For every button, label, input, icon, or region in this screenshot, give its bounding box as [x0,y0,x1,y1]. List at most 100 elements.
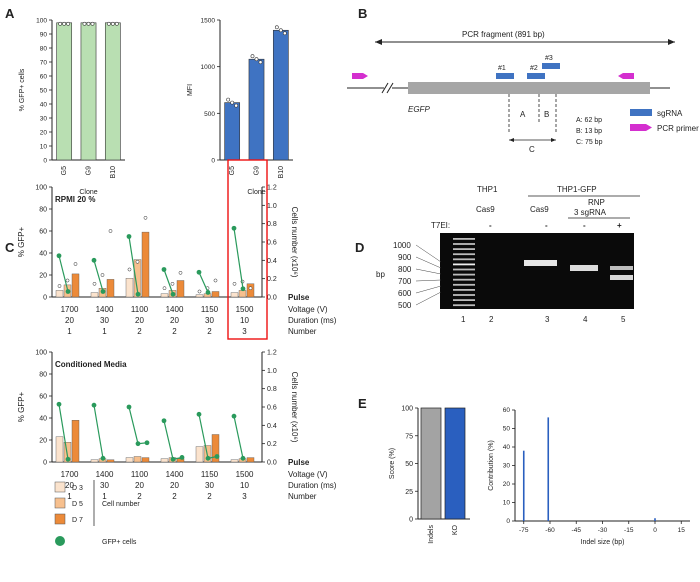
c0-row-label-2: Number [288,327,317,336]
c0-duration-2: 20 [135,316,144,325]
c0-gfp-point-3-1 [170,291,176,297]
c1-bar-5-2 [246,457,255,463]
e-score-xtick-0: Indels [428,525,435,544]
c0-pulse: Pulse [288,293,310,302]
c1-bar-2-1 [133,456,142,463]
ladder-pointer-600 [415,285,442,294]
e-contrib-ytick-label-4: 40 [503,444,511,451]
c0-gfp-point-5-1 [240,286,246,292]
ladder-band-3 [453,253,475,256]
c1-gfp-point-4-2 [214,454,220,459]
c0-duration-1: 30 [100,316,109,325]
c0-voltage-4: 1150 [201,305,219,314]
c0-rtick-label-3: 0.6 [267,240,277,247]
c1-gfp-point-4-1 [205,455,211,461]
c1-gfp-point-5-0 [231,413,237,419]
a1-xtick-1: G9 [254,166,261,175]
c0-bar-0-0 [55,290,64,298]
a1-dot-2-0 [274,25,279,30]
c0-gfp-point-3-0 [161,267,167,272]
c1-bar-1-2 [106,459,115,463]
size-b: B: 13 bp [576,128,602,135]
c1-voltage-0: 1700 [61,470,79,479]
c0-rtick-label-1: 0.2 [267,276,277,283]
a0-ytick-label-8: 80 [40,46,48,53]
a1-xtick-0: G5 [229,166,236,175]
c0-gfp-line-5 [233,228,244,289]
c1-voltage-5: 1500 [236,470,254,479]
c1-number-2: 2 [137,492,142,501]
e-contrib-bar-2 [654,518,656,521]
c1-gfp-point-1-1 [100,455,106,461]
legend-d3: D 3 [72,485,83,492]
c0-voltage-2: 1100 [131,305,149,314]
a0-ytick-label-5: 50 [40,88,48,95]
c0-number-5: 3 [242,327,247,336]
c1-rtick-label-3: 0.6 [267,405,277,412]
ladder-label-900: 900 [398,253,412,262]
c1-voltage-1: 1400 [96,470,114,479]
e-score-ytick-label-0: 0 [409,517,413,524]
a1-xtick-2: B10 [278,166,285,179]
c0-duration-0: 20 [65,316,74,325]
c1-gfp-point-2-0 [126,404,132,410]
c1-duration-2: 20 [135,481,144,490]
c1-gfp-point-4-0 [196,411,202,417]
c1-rtick-label-2: 0.4 [267,423,277,430]
c0-number-0: 1 [67,327,72,336]
e-contrib-xtick-label-6: 15 [678,527,686,534]
a0-dot-0-2 [66,21,71,26]
c1-gfp-point-3-2 [179,455,185,460]
c0-gfp-point-4-1 [205,290,211,295]
e-contrib-xlabel: Indel size (bp) [581,539,625,546]
c0-dot-3-1 [170,281,175,286]
legend-gfp: GFP+ cells [102,539,137,546]
c0-voltage-5: 1500 [236,305,254,314]
a0-dot-2-1 [110,21,115,26]
legend-sgrna-label: sgRNA [657,109,683,118]
distance-c-arrowhead-left [509,138,514,142]
ladder-band-7 [453,273,475,276]
ladder-band-0 [453,238,475,240]
lane-4: 4 [583,315,588,324]
c0-dot-5-2 [248,286,253,291]
a0-bar-1 [80,22,97,161]
ladder-band-5 [453,263,475,266]
e-contrib-xtick-label-3: -30 [598,527,608,534]
a1-dot-0-2 [234,103,239,108]
e-score-ytick-label-3: 75 [405,433,413,440]
c0-gfp-line-4 [198,272,209,293]
ladder-label-600: 600 [398,289,412,298]
c0-ltick-label-2: 40 [39,251,47,258]
ladder-pointer-500 [415,291,442,306]
c0-number-1: 1 [102,327,107,336]
c0-dot-1-0 [92,281,97,286]
ladder-band-4 [453,258,475,261]
c1-bar-4-2 [211,434,220,463]
c1-ltick-label-4: 80 [39,372,47,379]
lane-3: 3 [545,315,550,324]
c0-dot-4-2 [213,278,218,283]
e-contrib-bar-1 [547,417,550,521]
sgrna-2 [527,73,545,79]
c1-rtick-label-5: 1.0 [267,368,277,375]
ladder-band-8 [453,278,475,281]
distance-b-label: B [544,110,549,119]
c0-gfp-line-3 [163,269,174,295]
primer-forward-icon [352,73,368,79]
c1-gfp-point-1-0 [91,402,97,408]
c1-duration-1: 30 [100,481,109,490]
lane-5: 5 [621,315,626,324]
a0-xtick-2: B10 [110,166,117,179]
a0-ytick-label-7: 70 [40,60,48,67]
c1-bar-2-0 [125,457,134,463]
c0-dot-1-1 [100,273,105,277]
legend-d5: D 5 [72,501,83,508]
c1-row-label-0: Voltage (V) [288,470,328,479]
c1-bar-0-0 [55,436,64,463]
c1-gfp-line-3 [163,420,183,460]
a0-ylabel: % GFP+ cells [19,68,26,111]
ladder-band-6 [453,268,475,271]
c1-row-label-2: Number [288,492,317,501]
